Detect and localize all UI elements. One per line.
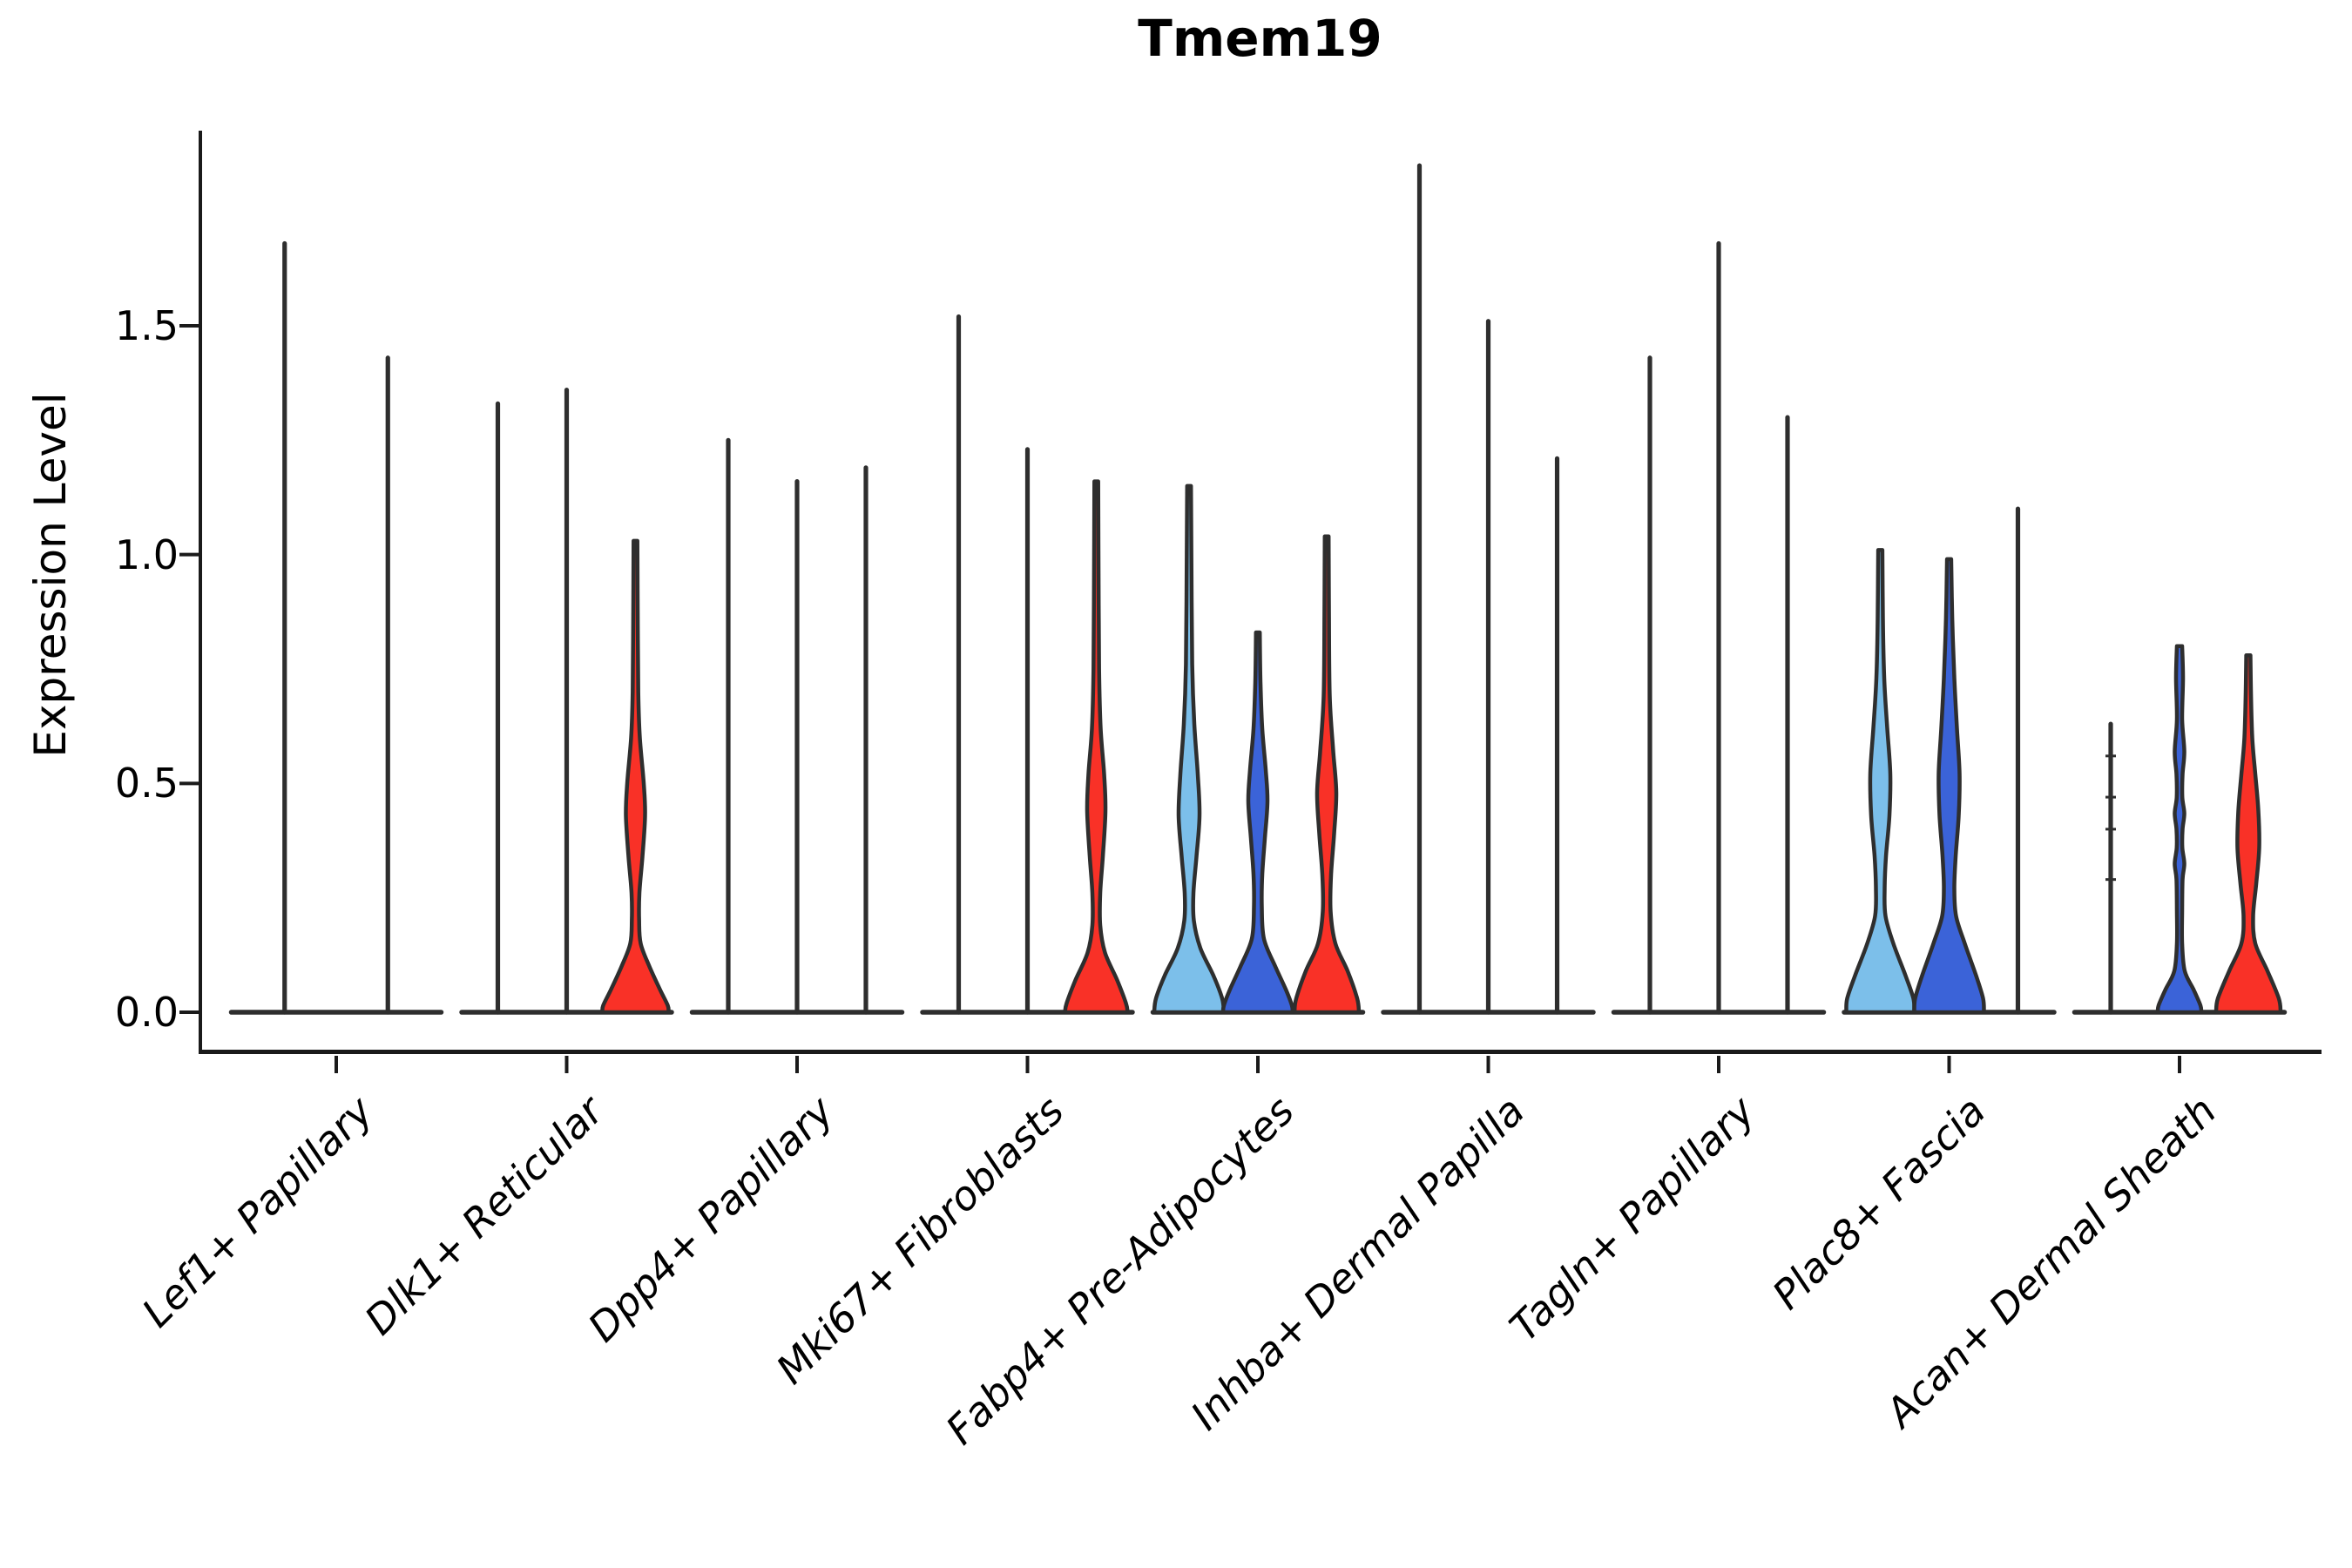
chart-title: Tmem19 xyxy=(1138,9,1382,68)
plot-area xyxy=(199,131,2322,1054)
violin-body xyxy=(600,538,671,1015)
violin-body xyxy=(1912,557,1986,1015)
y-tick-label: 1.5 xyxy=(114,302,179,349)
violin-body xyxy=(1844,548,1916,1015)
violin-body xyxy=(2155,644,2204,1015)
x-tick-label: Tagln+ Papillary xyxy=(1500,1087,1765,1351)
x-tick-label: Lef1+ Papillary xyxy=(132,1087,382,1336)
y-tick-label: 0.0 xyxy=(114,989,179,1036)
violin-body xyxy=(1063,479,1130,1015)
violin-body xyxy=(1292,534,1362,1015)
violin-body xyxy=(1152,483,1227,1015)
x-tick-label: Dlk1+ Reticular xyxy=(355,1087,612,1344)
y-tick-label: 0.5 xyxy=(114,760,179,808)
violin-body xyxy=(2213,652,2283,1015)
y-tick-label: 1.0 xyxy=(114,531,179,578)
x-tick-label: Plac8+ Fascia xyxy=(1763,1087,1995,1319)
violin-chart-canvas xyxy=(179,163,2288,1073)
x-tick-label: Dpp4+ Papillary xyxy=(578,1087,843,1351)
violin-body xyxy=(1220,630,1295,1015)
